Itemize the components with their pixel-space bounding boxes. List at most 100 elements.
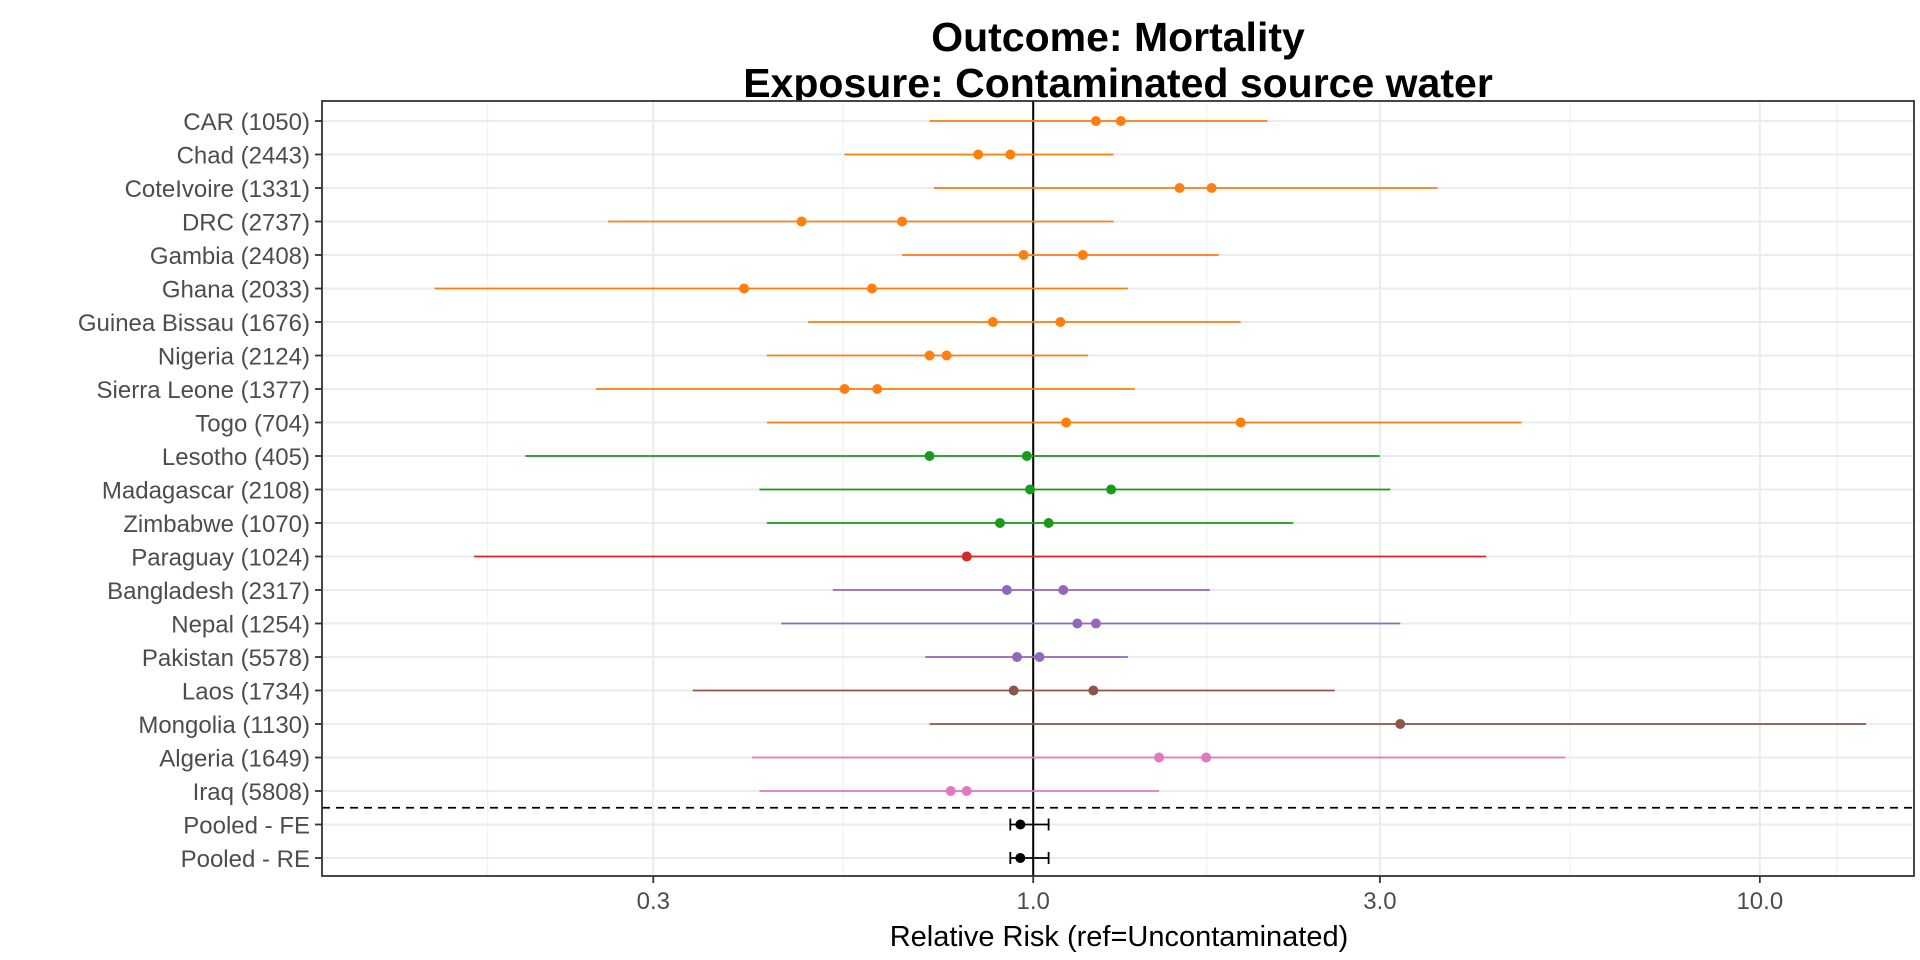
forest-row (766, 350, 1089, 361)
y-tick-label: Iraq (5808) (193, 779, 310, 806)
forest-row (525, 451, 1380, 461)
rows-layer (434, 116, 1867, 864)
estimate-point (1012, 652, 1023, 662)
estimate-point (1005, 149, 1016, 160)
estimate-point (1090, 116, 1101, 126)
forest-row (692, 685, 1335, 696)
y-tick-label: Sierra Leone (1377) (97, 377, 310, 404)
forest-row (474, 551, 1487, 562)
forest-row (608, 216, 1114, 227)
panel-border (321, 100, 1915, 877)
estimate-point (1058, 585, 1069, 595)
y-tick-label: Chad (2443) (177, 143, 310, 170)
chart-title-line-2: Exposure: Contaminated source water (743, 60, 1493, 106)
forest-row (781, 618, 1401, 629)
x-tick-label: 3.0 (1363, 888, 1396, 915)
estimate-point (1174, 183, 1185, 193)
y-tick-label: DRC (2737) (182, 210, 310, 237)
estimate-point (872, 384, 883, 394)
y-tick-label: Guinea Bissau (1676) (78, 310, 310, 337)
y-tick-label: Nepal (1254) (171, 612, 310, 639)
estimate-point (1001, 585, 1012, 595)
estimate-point (1072, 618, 1083, 629)
y-tick-label: Gambia (2408) (150, 243, 310, 270)
estimate-point (1034, 652, 1045, 662)
estimate-point (961, 551, 972, 562)
forest-row (751, 752, 1566, 763)
estimate-point (1115, 116, 1126, 126)
estimate-point (924, 350, 935, 361)
y-tick-label: Nigeria (2124) (158, 344, 310, 371)
estimate-point (897, 216, 908, 227)
estimate-point (1077, 250, 1088, 260)
forest-row (832, 585, 1210, 595)
y-tick-label: Zimbabwe (1070) (123, 511, 310, 538)
x-tick-label: 10.0 (1736, 888, 1783, 915)
forest-row (902, 250, 1219, 260)
forest-row (759, 786, 1160, 796)
x-tick-label: 0.3 (637, 888, 670, 915)
estimate-point (1018, 250, 1029, 260)
forest-row (808, 317, 1241, 327)
estimate-point (1043, 518, 1054, 528)
estimate-point (941, 350, 952, 361)
grid-lines (322, 101, 1914, 876)
estimate-point (1395, 719, 1406, 729)
y-tick-label: CAR (1050) (183, 109, 310, 136)
forest-row (595, 384, 1135, 394)
estimate-point (994, 518, 1005, 528)
estimate-point (987, 317, 998, 327)
forest-row (844, 149, 1114, 160)
estimate-point (961, 786, 972, 796)
estimate-point (1088, 685, 1099, 696)
forest-row (929, 719, 1867, 729)
y-tick-label: Paraguay (1024) (131, 545, 310, 572)
estimate-point (1235, 417, 1246, 428)
y-tick-label: Lesotho (405) (162, 444, 310, 471)
y-tick-label: Mongolia (1130) (138, 712, 310, 739)
chart-title-line-1: Outcome: Mortality (931, 14, 1305, 60)
estimate-point (1008, 685, 1019, 696)
estimate-point (924, 451, 935, 461)
estimate-point (839, 384, 850, 394)
y-tick-label: Togo (704) (195, 411, 310, 438)
estimate-point (1015, 853, 1026, 863)
estimate-point (1106, 484, 1117, 495)
estimate-point (1025, 484, 1036, 495)
y-tick-label: Laos (1734) (182, 679, 310, 706)
forest-row (766, 417, 1522, 428)
forest-row (933, 183, 1438, 193)
estimate-point (945, 786, 956, 796)
y-tick-label: Pooled - RE (181, 846, 310, 873)
forest-row (434, 283, 1128, 294)
estimate-point (1154, 752, 1165, 763)
y-tick-label: Algeria (1649) (159, 746, 310, 773)
estimate-point (1055, 317, 1066, 327)
estimate-point (867, 283, 878, 294)
estimate-point (1201, 752, 1212, 763)
estimate-point (1061, 417, 1072, 428)
estimate-point (796, 216, 807, 227)
x-axis-label: Relative Risk (ref=Uncontaminated) (890, 921, 1349, 953)
estimate-point (1021, 451, 1032, 461)
estimate-point (1206, 183, 1217, 193)
y-tick-label: Pooled - FE (183, 813, 310, 840)
forest-row (925, 652, 1128, 662)
estimate-point (1015, 819, 1026, 830)
y-tick-label: Madagascar (2108) (102, 478, 310, 505)
axes-layer: CAR (1050) Chad (2443) CoteIvoire (1331) DR… (78, 100, 1915, 915)
x-tick-label: 1.0 (1017, 888, 1050, 915)
forest-row (759, 484, 1391, 495)
forest-row (1009, 818, 1050, 831)
estimate-point (973, 149, 984, 160)
forest-row (766, 518, 1294, 528)
forest-row (929, 116, 1268, 126)
y-tick-label: CoteIvoire (1331) (125, 176, 310, 203)
estimate-point (739, 283, 750, 294)
estimate-point (1090, 618, 1101, 629)
y-tick-label: Bangladesh (2317) (107, 578, 310, 605)
y-tick-label: Pakistan (5578) (142, 645, 310, 672)
forest-row (1009, 852, 1050, 864)
